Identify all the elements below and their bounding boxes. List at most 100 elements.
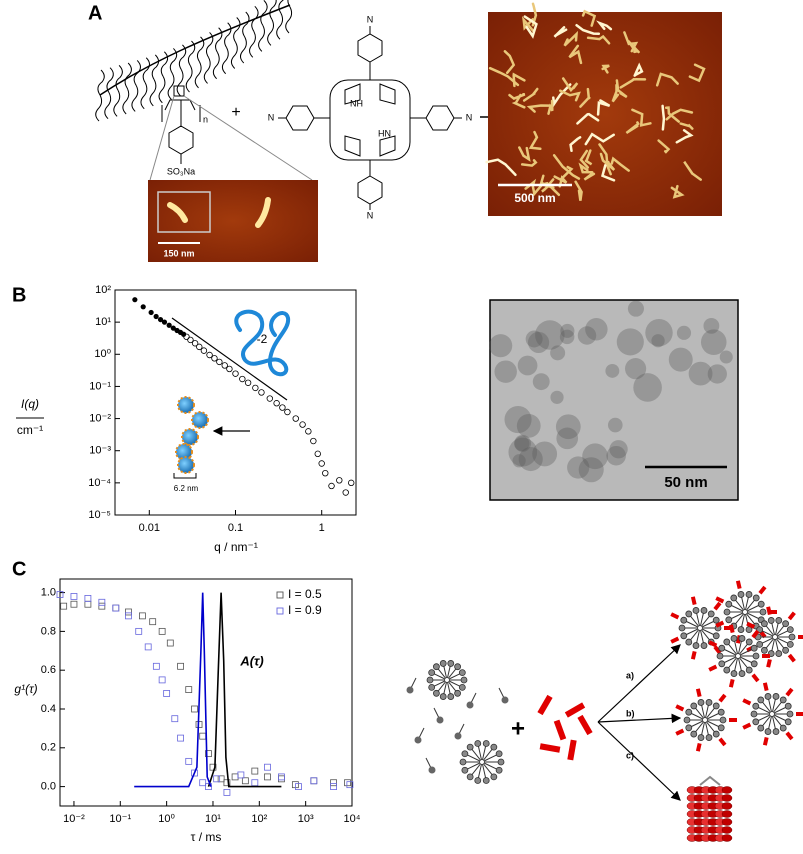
surfactant-tail <box>434 681 445 686</box>
y-tick-label: 10² <box>95 284 111 296</box>
dye-molecule <box>693 651 695 659</box>
surfactant-head <box>706 735 712 741</box>
surfactant-head <box>718 725 724 731</box>
data-point <box>227 366 233 372</box>
x-tick-label: 0.01 <box>139 522 160 534</box>
y-axis-label: g¹(τ) <box>14 682 37 696</box>
data-point <box>200 733 206 739</box>
data-point <box>331 780 337 786</box>
dye-molecule <box>789 655 794 661</box>
surfactant-head <box>757 641 763 647</box>
surfactant-head <box>785 703 791 709</box>
chain-illustration <box>176 397 208 473</box>
dye-molecule <box>676 706 683 709</box>
brush-hair <box>195 62 201 88</box>
surfactant-head <box>475 778 481 784</box>
surfactant-head <box>459 670 465 676</box>
surfactant-head <box>681 617 687 623</box>
surfactant-head <box>753 703 759 709</box>
tem-particle <box>533 373 550 390</box>
data-point <box>280 405 286 411</box>
bead <box>192 412 208 428</box>
data-point <box>184 334 190 340</box>
brush-hair <box>96 95 102 121</box>
tem-particle <box>489 334 512 357</box>
surfactant-head <box>433 664 439 670</box>
data-line <box>134 593 211 787</box>
brush-hair <box>150 80 156 106</box>
panel-label: C <box>12 558 26 580</box>
surfactant-head <box>461 677 467 683</box>
surfactant-head <box>498 759 504 765</box>
data-point <box>162 320 167 325</box>
plus-sign: + <box>231 104 240 121</box>
data-point <box>172 716 178 722</box>
data-point <box>232 774 238 780</box>
surfactant-head <box>713 703 719 709</box>
y-tick-label: 10⁻⁵ <box>88 509 111 521</box>
scale-bar-label: 500 nm <box>514 191 555 205</box>
surfactant-head <box>491 774 497 780</box>
data-point <box>61 603 67 609</box>
arrow <box>598 645 680 722</box>
dye-molecule <box>537 695 552 715</box>
x-axis-label: τ / ms <box>191 830 222 844</box>
data-point <box>233 371 239 377</box>
surfactant-head <box>753 595 759 601</box>
dye-stack <box>722 787 732 794</box>
dye-molecule <box>743 700 750 703</box>
surfactant-head <box>776 617 782 623</box>
tem-particle <box>617 328 644 355</box>
tem-particle <box>518 356 538 376</box>
surfactant-head <box>713 617 719 623</box>
chem-label: N <box>367 210 374 220</box>
brush-hair <box>105 93 111 119</box>
dye-molecule <box>715 603 720 609</box>
surfactant-head <box>758 601 764 607</box>
dye-molecule <box>738 581 740 589</box>
surfactant-head <box>773 729 779 735</box>
surfactant-head <box>738 591 744 597</box>
data-point <box>315 451 321 457</box>
brush-hair <box>270 0 276 19</box>
brush-hair <box>222 48 228 74</box>
surfactant-head <box>496 751 502 757</box>
y-tick-label: 0.2 <box>41 742 56 754</box>
brush-hair <box>161 52 167 77</box>
data-point <box>242 778 248 784</box>
dye-molecule <box>731 679 733 687</box>
afm-fiber <box>663 106 664 129</box>
surfactant-head <box>455 733 462 740</box>
dye-molecule <box>709 666 716 669</box>
surfactant-head <box>753 653 759 659</box>
brush-hair <box>206 32 212 57</box>
brush-hair <box>114 90 120 116</box>
surfactant-head <box>455 664 461 670</box>
surfactant-head <box>679 625 685 631</box>
surfactant-head <box>785 719 791 725</box>
surfactant-head <box>753 719 759 725</box>
surfactant-head <box>731 671 737 677</box>
tem-particle <box>494 360 516 382</box>
surfactant-head <box>433 690 439 696</box>
tem-particle <box>585 318 607 340</box>
scale-bar-label: 50 nm <box>664 474 707 491</box>
data-point <box>331 784 337 790</box>
dye-molecule <box>671 614 678 617</box>
data-point <box>311 778 317 784</box>
surfactant-head <box>693 607 699 613</box>
brush-hair <box>277 13 283 39</box>
surfactant-head <box>780 697 786 703</box>
data-point <box>207 352 213 358</box>
dye-molecule <box>743 724 750 727</box>
data-point <box>113 605 119 611</box>
surfactant-head <box>698 735 704 741</box>
y-tick-label: 10⁰ <box>94 348 111 360</box>
annotation: -2 <box>257 332 268 346</box>
dye-stack <box>722 819 732 826</box>
brush-hair <box>268 19 274 45</box>
data-point <box>343 490 349 496</box>
dye-molecule <box>765 737 767 745</box>
y-tick-label: 1.0 <box>41 586 56 598</box>
